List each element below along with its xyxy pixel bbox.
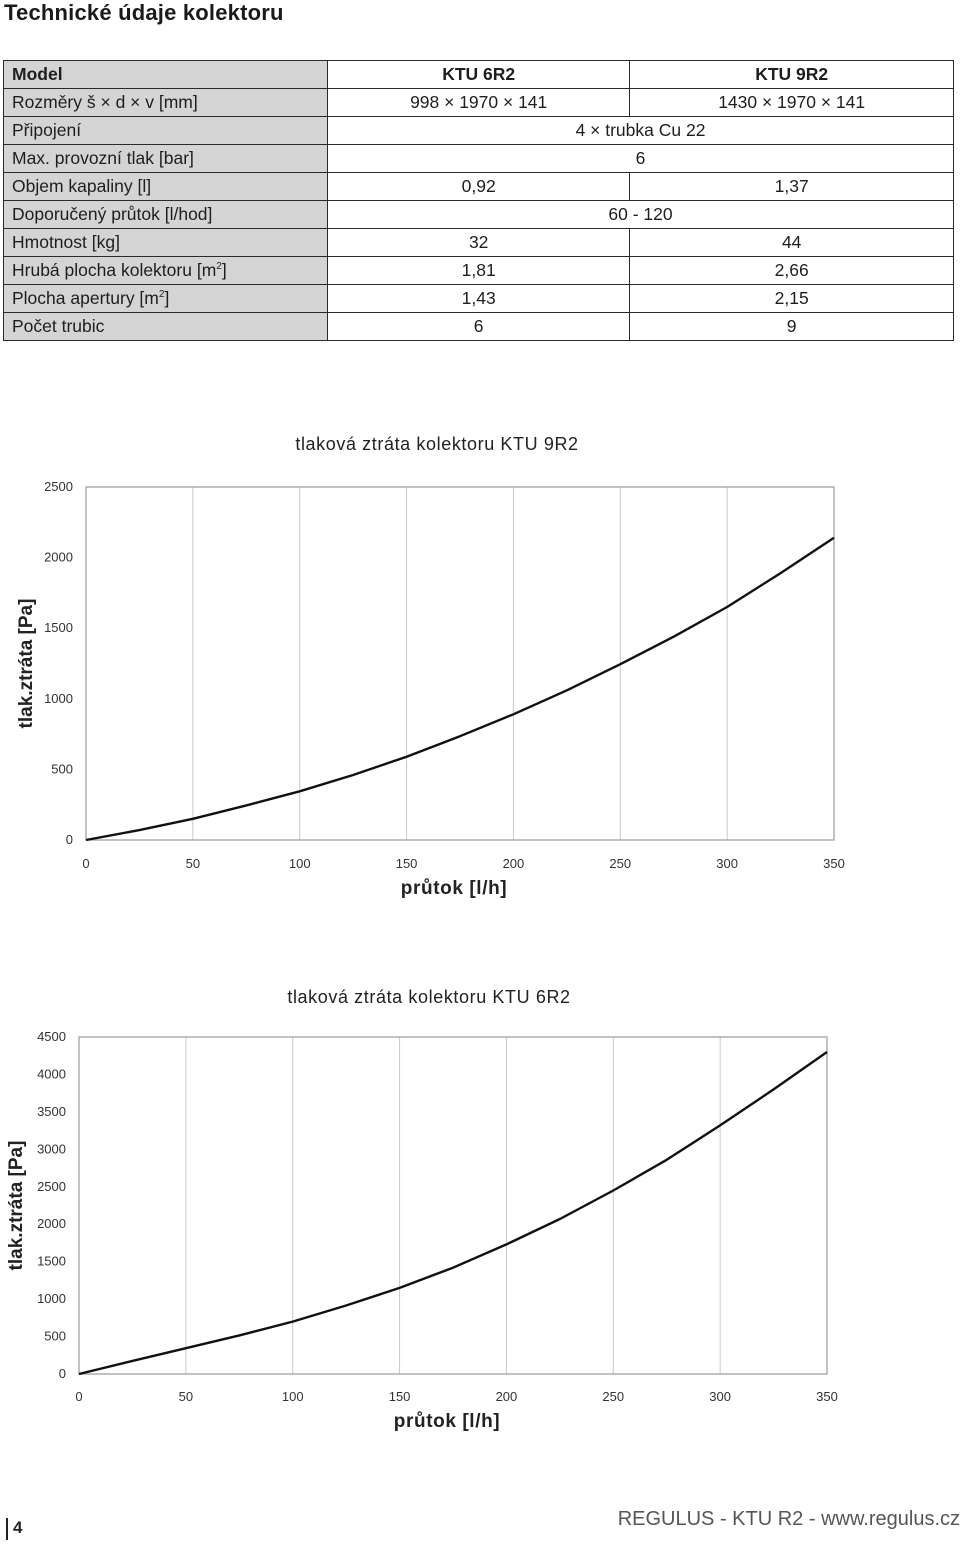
y-tick-label: 500 bbox=[51, 761, 73, 776]
spec-row-value-model-2: 9 bbox=[629, 312, 954, 341]
pressure-loss-chart-ktu-6r2: 0 50 100 150 200 250 300 3500500100015002000250… bbox=[6, 987, 838, 1432]
spec-table-row: Plocha apertury [m2] 1,43 2,15 bbox=[3, 284, 954, 313]
y-tick-label: 3000 bbox=[37, 1141, 66, 1156]
x-tick-label: 350 bbox=[823, 856, 845, 871]
pressure-loss-chart-ktu-9r2: 0 50 100 150 200 250 300 350 0 500 1000 1500 2000 250… bbox=[16, 434, 845, 899]
pressure-loss-curve bbox=[78, 1051, 828, 1376]
footer-text: REGULUS - KTU R2 - www.regulus.cz bbox=[617, 1508, 960, 1530]
spec-row-label: Objem kapaliny [l] bbox=[3, 172, 328, 201]
x-tick-label: 100 bbox=[289, 856, 311, 871]
spec-header-model-1: KTU 6R2 bbox=[326, 60, 631, 89]
y-tick-label: 3500 bbox=[37, 1104, 66, 1119]
y-tick-label: 2500 bbox=[44, 479, 73, 494]
y-tick-label: 0 bbox=[59, 1366, 66, 1381]
spec-row-label: Doporučený průtok [l/hod] bbox=[3, 200, 328, 229]
x-tick-label: 200 bbox=[503, 856, 525, 871]
chart-title: tlaková ztráta kolektoru KTU 6R2 bbox=[287, 987, 570, 1007]
y-axis-label: tlak.ztráta [Pa] bbox=[6, 1141, 27, 1271]
x-axis-label: průtok [l/h] bbox=[401, 878, 507, 899]
spec-row-value-shared: 6 bbox=[327, 144, 954, 173]
x-tick-label: 200 bbox=[496, 1389, 518, 1404]
y-tick-label: 1000 bbox=[37, 1291, 66, 1306]
spec-table: Model KTU 6R2 KTU 9R2 Rozměry š × d × v [mm… bbox=[3, 60, 954, 341]
y-tick-label: 2500 bbox=[37, 1179, 66, 1194]
spec-header-model-2: KTU 9R2 bbox=[629, 60, 954, 89]
plot-area-frame bbox=[85, 486, 835, 841]
spec-table-header-row: Model KTU 6R2 KTU 9R2 bbox=[3, 60, 954, 89]
spec-row-value-model-2: 1430 × 1970 × 141 bbox=[629, 88, 954, 117]
x-tick-label: 250 bbox=[609, 856, 631, 871]
spec-row-label: Rozměry š × d × v [mm] bbox=[3, 88, 328, 117]
y-tick-label: 500 bbox=[44, 1329, 66, 1344]
superscript: 2 bbox=[158, 289, 165, 301]
chart-title: tlaková ztráta kolektoru KTU 9R2 bbox=[295, 434, 578, 454]
spec-row-value-model-1: 1,43 bbox=[326, 284, 631, 313]
footer-divider bbox=[6, 1518, 8, 1540]
spec-row-label: Max. provozní tlak [bar] bbox=[3, 144, 328, 173]
x-tick-label: 300 bbox=[716, 856, 738, 871]
spec-table-row: Počet trubic 6 9 bbox=[3, 312, 954, 341]
spec-row-value-shared: 60 - 120 bbox=[327, 200, 954, 229]
spec-row-value-model-1: 1,81 bbox=[326, 256, 631, 285]
x-tick-label: 150 bbox=[389, 1389, 411, 1404]
spec-table-row: Připojení 4 × trubka Cu 22 bbox=[3, 116, 954, 145]
spec-row-label: Plocha apertury [m2] bbox=[3, 284, 328, 313]
spec-table-row: Rozměry š × d × v [mm] 998 × 1970 × 141 14… bbox=[3, 88, 954, 117]
x-tick-label: 50 bbox=[186, 856, 200, 871]
spec-row-value-model-2: 2,15 bbox=[629, 284, 954, 313]
spec-table-row: Doporučený průtok [l/hod] 60 - 120 bbox=[3, 200, 954, 229]
page-title: Technické údaje kolektoru bbox=[4, 0, 284, 25]
y-axis-label: tlak.ztráta [Pa] bbox=[16, 599, 37, 729]
spec-row-label: Hmotnost [kg] bbox=[3, 228, 328, 257]
spec-table-row: Max. provozní tlak [bar] 6 bbox=[3, 144, 954, 173]
spec-row-value-model-1: 6 bbox=[326, 312, 631, 341]
spec-row-label: Počet trubic bbox=[3, 312, 328, 341]
y-tick-label: 1000 bbox=[44, 691, 73, 706]
spec-row-value-model-2: 1,37 bbox=[629, 172, 954, 201]
x-tick-label: 50 bbox=[179, 1389, 193, 1404]
y-tick-label: 2000 bbox=[44, 550, 73, 565]
spec-row-label: Připojení bbox=[3, 116, 328, 145]
spec-header-label: Model bbox=[3, 60, 328, 89]
y-tick-label: 2000 bbox=[37, 1216, 66, 1231]
spec-row-value-shared: 4 × trubka Cu 22 bbox=[327, 116, 954, 145]
x-tick-label: 350 bbox=[816, 1389, 838, 1404]
pressure-loss-curve bbox=[85, 536, 835, 842]
spec-row-value-model-2: 2,66 bbox=[629, 256, 954, 285]
superscript: 2 bbox=[216, 261, 222, 273]
spec-table-row: Objem kapaliny [l] 0,92 1,37 bbox=[3, 172, 954, 201]
x-tick-label: 300 bbox=[709, 1389, 731, 1404]
spec-row-value-model-1: 998 × 1970 × 141 bbox=[326, 88, 631, 117]
y-tick-label: 4500 bbox=[37, 1029, 66, 1044]
x-axis-label: průtok [l/h] bbox=[394, 1411, 500, 1432]
plot-area-frame bbox=[78, 1036, 828, 1375]
y-tick-label: 1500 bbox=[37, 1254, 66, 1269]
page-number: 4 bbox=[13, 1518, 23, 1537]
x-tick-label: 0 bbox=[82, 856, 89, 871]
y-tick-label: 4000 bbox=[37, 1066, 66, 1081]
spec-table-row: Hmotnost [kg] 32 44 bbox=[3, 228, 954, 257]
y-tick-label: 1500 bbox=[44, 620, 73, 635]
spec-table-row: Hrubá plocha kolektoru [m2] 1,81 2,66 bbox=[3, 256, 954, 285]
x-tick-label: 100 bbox=[282, 1389, 304, 1404]
spec-row-value-model-1: 0,92 bbox=[326, 172, 631, 201]
spec-row-label: Hrubá plocha kolektoru [m2] bbox=[3, 256, 328, 285]
x-tick-label: 150 bbox=[396, 856, 418, 871]
spec-row-value-model-1: 32 bbox=[326, 228, 631, 257]
x-tick-label: 0 bbox=[75, 1389, 82, 1404]
x-tick-label: 250 bbox=[602, 1389, 624, 1404]
y-tick-label: 0 bbox=[66, 832, 73, 847]
spec-row-value-model-2: 44 bbox=[629, 228, 954, 257]
